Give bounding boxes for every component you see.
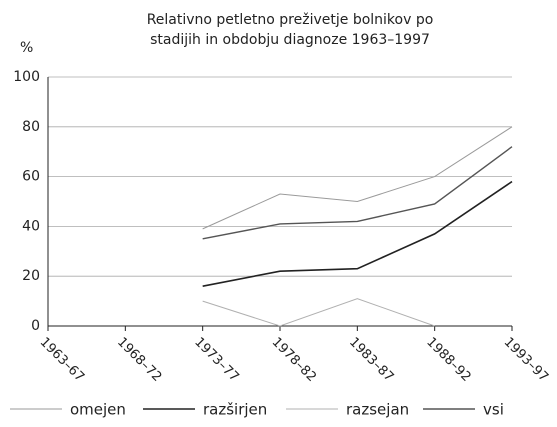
x-tick-label: 1978–82 xyxy=(269,335,319,385)
legend-label: vsi xyxy=(483,401,504,419)
x-tick-label: 1993–97 xyxy=(501,335,551,385)
x-tick-label: 1973–77 xyxy=(191,335,241,385)
x-tick-label: 1983–87 xyxy=(346,335,396,385)
y-axis-label: % xyxy=(20,40,33,56)
x-tick-label: 1968–72 xyxy=(114,335,164,385)
y-tick-label: 80 xyxy=(22,119,40,135)
legend-label: omejen xyxy=(70,401,126,419)
y-tick-label: 0 xyxy=(31,318,40,334)
chart-title: Relativno petletno preživetje bolnikov p… xyxy=(147,12,434,28)
y-tick-label: 40 xyxy=(22,218,40,234)
series-line xyxy=(202,146,513,240)
y-tick-label: 20 xyxy=(22,268,40,284)
legend-label: razširjen xyxy=(203,401,267,419)
y-tick-label: 100 xyxy=(13,69,40,85)
legend-label: razsejan xyxy=(346,401,409,419)
series-line xyxy=(202,180,513,287)
y-tick-label: 60 xyxy=(22,169,40,185)
series-line xyxy=(202,126,513,230)
series-line xyxy=(202,298,435,327)
x-tick-label: 1988–92 xyxy=(423,335,473,385)
x-tick-label: 1963–67 xyxy=(37,335,87,385)
chart-title: stadijih in obdobju diagnoze 1963–1997 xyxy=(150,32,430,48)
